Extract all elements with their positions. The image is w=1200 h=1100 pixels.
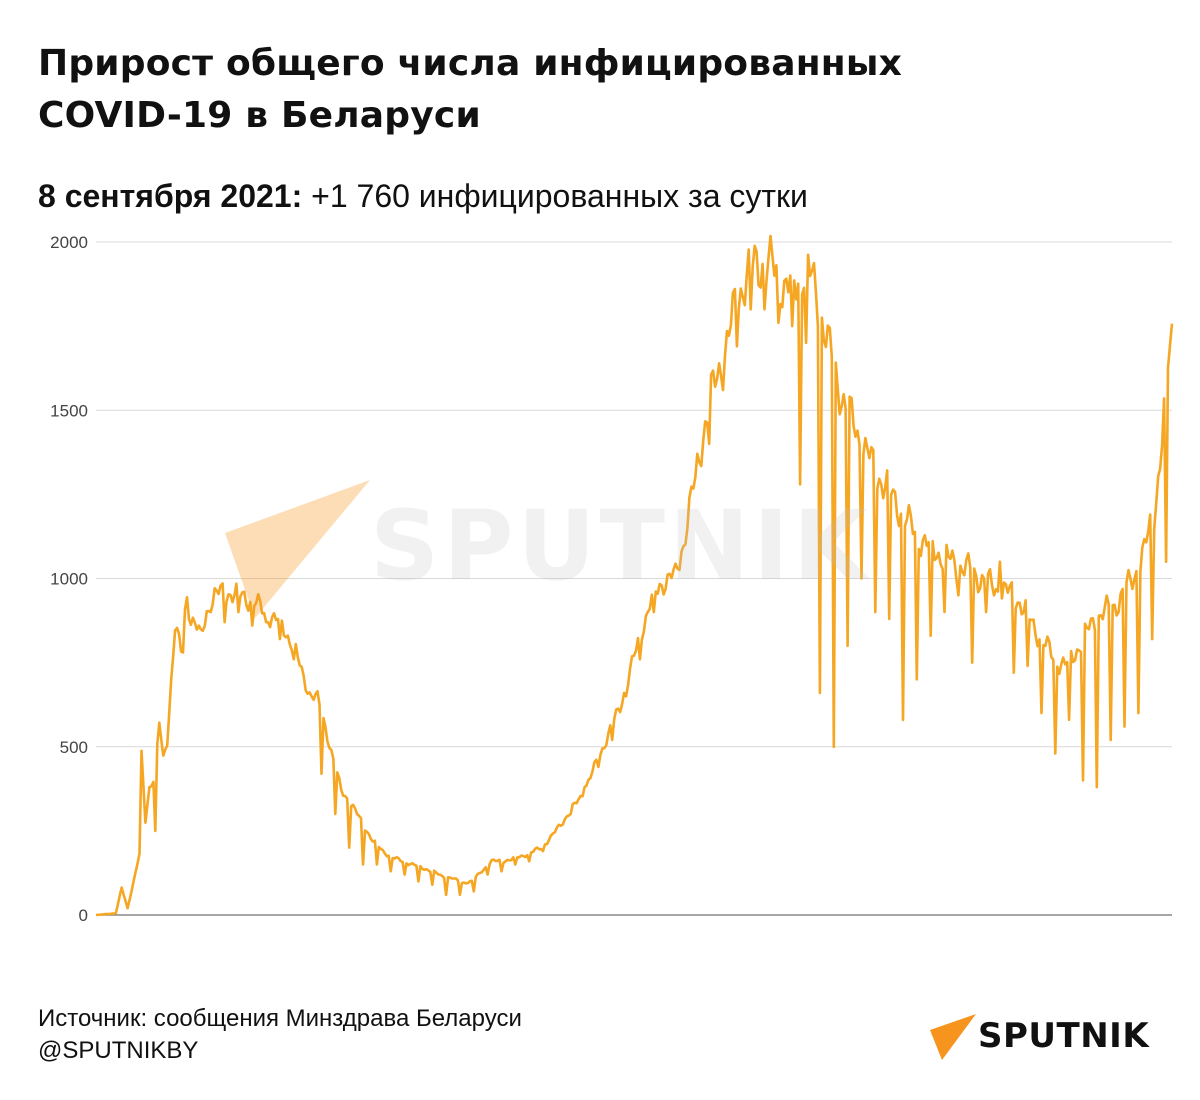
- line-chart: 0 500 1000 1500 2000: [50, 233, 1174, 925]
- handle-text: @SPUTNIKBY: [38, 1037, 199, 1064]
- sputnik-triangle-icon: [930, 1014, 976, 1060]
- source-text: Источник: сообщения Минздрава Беларуси: [38, 1005, 522, 1032]
- subtitle: 8 сентября 2021: +1 760 инфицированных з…: [38, 176, 808, 216]
- y-tick-label: 0: [79, 906, 88, 925]
- logo-text: SPUTNIK: [978, 1016, 1150, 1056]
- sputnik-logo: SPUTNIK: [928, 1012, 1168, 1064]
- footer: Источник: сообщения Минздрава Беларуси @…: [38, 1003, 522, 1067]
- y-tick-label: 1000: [50, 570, 88, 589]
- series-line-new-cases: [95, 234, 1174, 917]
- y-tick-label: 500: [60, 738, 88, 757]
- page-title: Прирост общего числа инфицированных COVI…: [38, 43, 903, 136]
- subtitle-date: 8 сентября 2021:: [38, 178, 303, 214]
- y-tick-label: 1500: [50, 401, 88, 420]
- y-tick-label: 2000: [50, 233, 88, 252]
- subtitle-text: +1 760 инфицированных за сутки: [302, 178, 808, 214]
